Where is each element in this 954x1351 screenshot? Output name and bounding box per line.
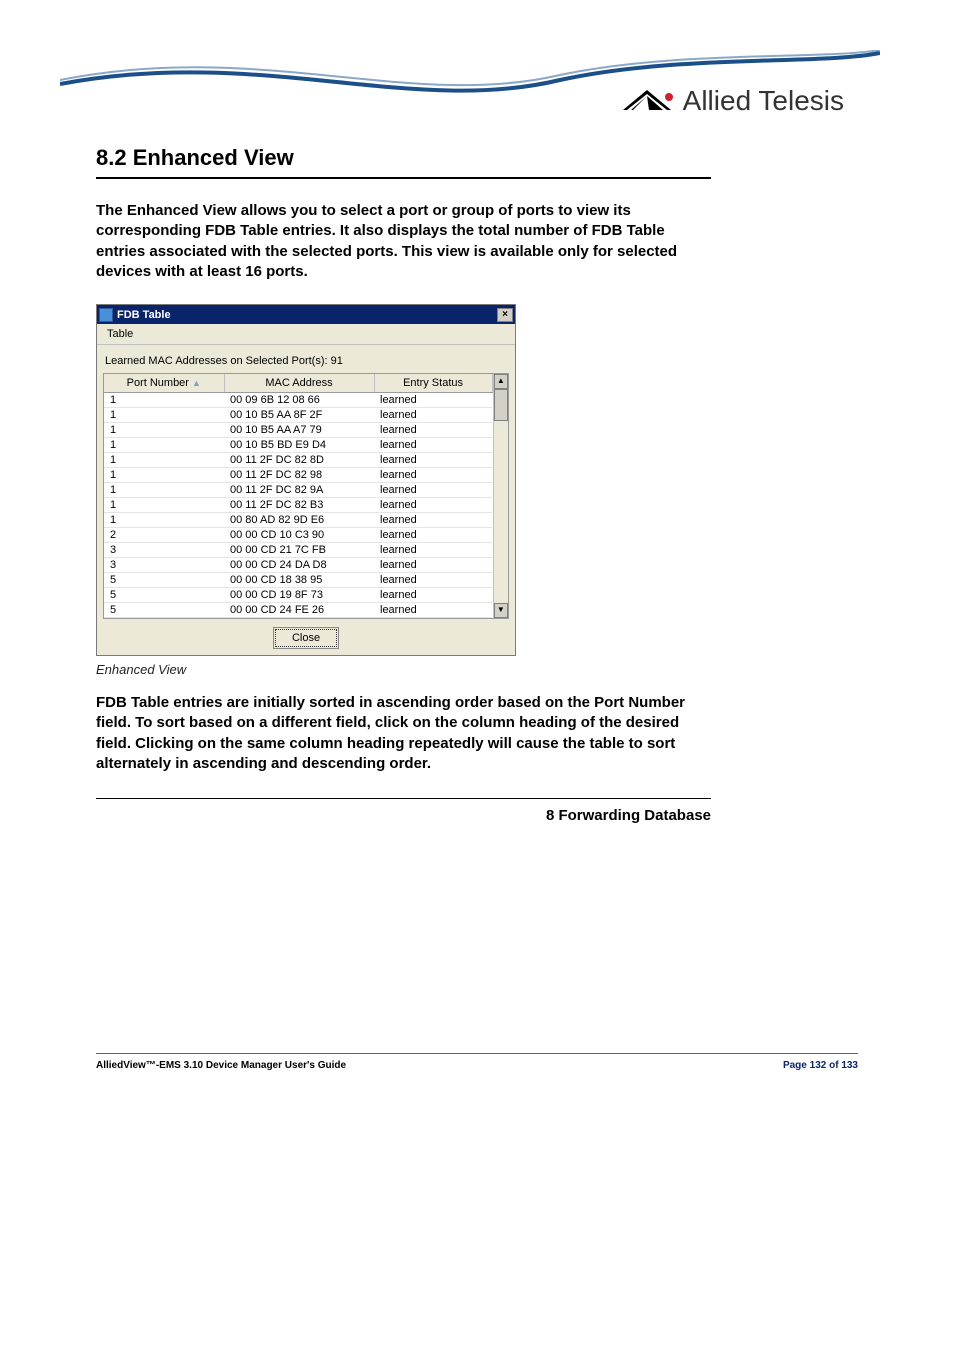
cell-port: 1	[104, 498, 224, 513]
cell-status: learned	[374, 543, 492, 558]
cell-mac: 00 00 CD 10 C3 90	[224, 528, 374, 543]
cell-status: learned	[374, 483, 492, 498]
intro-paragraph: The Enhanced View allows you to select a…	[96, 201, 716, 282]
cell-port: 5	[104, 588, 224, 603]
scroll-track[interactable]	[494, 389, 508, 603]
table-row[interactable]: 500 00 CD 24 FE 26learned	[104, 603, 492, 618]
cell-port: 1	[104, 438, 224, 453]
cell-mac: 00 10 B5 AA A7 79	[224, 423, 374, 438]
scroll-down-button[interactable]: ▼	[494, 603, 508, 618]
table-row[interactable]: 200 00 CD 10 C3 90learned	[104, 528, 492, 543]
table-row[interactable]: 100 09 6B 12 08 66learned	[104, 393, 492, 408]
table-row[interactable]: 100 11 2F DC 82 9Alearned	[104, 483, 492, 498]
table-row[interactable]: 100 10 B5 AA A7 79learned	[104, 423, 492, 438]
cell-mac: 00 11 2F DC 82 B3	[224, 498, 374, 513]
cell-port: 1	[104, 513, 224, 528]
cell-status: learned	[374, 573, 492, 588]
table-row[interactable]: 100 11 2F DC 82 B3learned	[104, 498, 492, 513]
cell-port: 5	[104, 573, 224, 588]
cell-status: learned	[374, 588, 492, 603]
menu-table[interactable]: Table	[101, 326, 139, 342]
col-header-port-label: Port Number	[127, 377, 189, 389]
cell-status: learned	[374, 438, 492, 453]
window-titlebar: FDB Table ×	[97, 305, 515, 324]
cell-status: learned	[374, 423, 492, 438]
cell-status: learned	[374, 603, 492, 618]
fdb-window: FDB Table × Table Learned MAC Addresses …	[96, 304, 516, 656]
section-title: 8.2 Enhanced View	[96, 145, 858, 171]
col-header-status[interactable]: Entry Status	[374, 374, 492, 393]
cell-mac: 00 10 B5 AA 8F 2F	[224, 408, 374, 423]
cell-mac: 00 00 CD 21 7C FB	[224, 543, 374, 558]
cell-port: 1	[104, 393, 224, 408]
table-row[interactable]: 100 11 2F DC 82 98learned	[104, 468, 492, 483]
cell-port: 1	[104, 453, 224, 468]
cell-mac: 00 00 CD 18 38 95	[224, 573, 374, 588]
scroll-thumb[interactable]	[494, 389, 508, 421]
learned-count-label: Learned MAC Addresses on Selected Port(s…	[97, 345, 515, 373]
cell-port: 2	[104, 528, 224, 543]
window-icon	[99, 308, 113, 322]
table-row[interactable]: 500 00 CD 18 38 95learned	[104, 573, 492, 588]
sort-asc-icon: ▲	[192, 378, 201, 388]
fdb-table: Port Number▲ MAC Address Entry Status 10…	[104, 374, 493, 618]
cell-port: 1	[104, 468, 224, 483]
cell-status: learned	[374, 498, 492, 513]
cell-mac: 00 10 B5 BD E9 D4	[224, 438, 374, 453]
table-row[interactable]: 300 00 CD 21 7C FBlearned	[104, 543, 492, 558]
footer-guide-title: AlliedView™-EMS 3.10 Device Manager User…	[96, 1060, 346, 1071]
cell-mac: 00 00 CD 24 DA D8	[224, 558, 374, 573]
cell-status: learned	[374, 453, 492, 468]
cell-mac: 00 00 CD 19 8F 73	[224, 588, 374, 603]
table-row[interactable]: 100 10 B5 BD E9 D4learned	[104, 438, 492, 453]
cell-port: 3	[104, 543, 224, 558]
cell-port: 1	[104, 408, 224, 423]
cell-mac: 00 11 2F DC 82 98	[224, 468, 374, 483]
sort-paragraph: FDB Table entries are initially sorted i…	[96, 693, 716, 774]
scroll-up-button[interactable]: ▲	[494, 374, 508, 389]
close-button[interactable]: Close	[275, 629, 337, 647]
col-header-mac[interactable]: MAC Address	[224, 374, 374, 393]
footer-rule	[96, 1053, 858, 1054]
cell-mac: 00 80 AD 82 9D E6	[224, 513, 374, 528]
chapter-reference: 8 Forwarding Database	[96, 807, 711, 824]
table-row[interactable]: 300 00 CD 24 DA D8learned	[104, 558, 492, 573]
cell-mac: 00 00 CD 24 FE 26	[224, 603, 374, 618]
page-footer: AlliedView™-EMS 3.10 Device Manager User…	[96, 1053, 858, 1071]
cell-mac: 00 09 6B 12 08 66	[224, 393, 374, 408]
table-row[interactable]: 100 80 AD 82 9D E6learned	[104, 513, 492, 528]
table-row[interactable]: 500 00 CD 19 8F 73learned	[104, 588, 492, 603]
cell-port: 1	[104, 483, 224, 498]
close-row: Close	[97, 619, 515, 655]
vertical-scrollbar[interactable]: ▲ ▼	[493, 374, 508, 618]
cell-port: 3	[104, 558, 224, 573]
footer-page-number: Page 132 of 133	[783, 1060, 858, 1071]
section-rule	[96, 798, 711, 799]
table-row[interactable]: 100 10 B5 AA 8F 2Flearned	[104, 408, 492, 423]
cell-status: learned	[374, 468, 492, 483]
fdb-table-wrap: Port Number▲ MAC Address Entry Status 10…	[103, 373, 509, 619]
cell-mac: 00 11 2F DC 82 8D	[224, 453, 374, 468]
cell-mac: 00 11 2F DC 82 9A	[224, 483, 374, 498]
title-rule	[96, 177, 711, 179]
window-title: FDB Table	[117, 309, 497, 321]
cell-status: learned	[374, 558, 492, 573]
figure-caption: Enhanced View	[96, 662, 858, 677]
cell-status: learned	[374, 393, 492, 408]
cell-port: 1	[104, 423, 224, 438]
cell-port: 5	[104, 603, 224, 618]
cell-status: learned	[374, 528, 492, 543]
cell-status: learned	[374, 408, 492, 423]
col-header-port[interactable]: Port Number▲	[104, 374, 224, 393]
cell-status: learned	[374, 513, 492, 528]
menu-bar: Table	[97, 324, 515, 345]
table-row[interactable]: 100 11 2F DC 82 8Dlearned	[104, 453, 492, 468]
window-close-button[interactable]: ×	[497, 308, 513, 322]
